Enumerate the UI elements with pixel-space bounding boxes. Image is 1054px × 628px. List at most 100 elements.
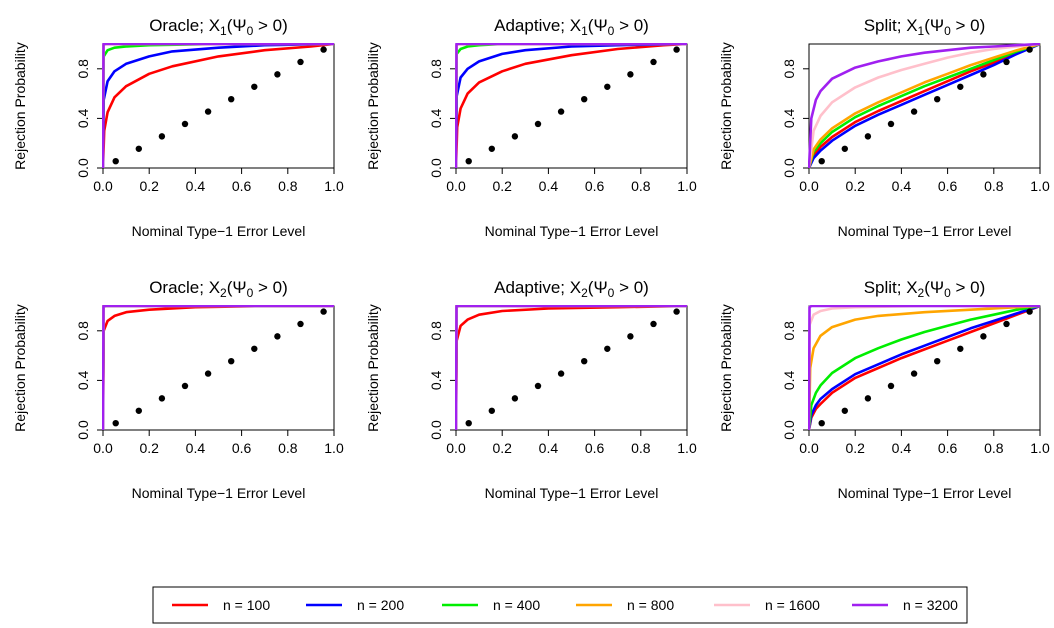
- series-line-100: [455, 43, 688, 169]
- y-tick-label: 0.0: [75, 420, 91, 440]
- x-tick-label: 0.8: [631, 440, 651, 456]
- series-line-1600: [808, 43, 1041, 169]
- y-tick-label: 0.4: [781, 370, 797, 390]
- panel-title: Oracle; X2(Ψ0 > 0): [149, 278, 288, 300]
- reference-point: [818, 419, 825, 427]
- y-tick-label: 0.0: [781, 420, 797, 440]
- x-tick-label: 0.6: [938, 178, 958, 194]
- reference-point: [297, 320, 304, 328]
- y-tick-label: 0.0: [75, 158, 91, 178]
- panel-title: Adaptive; X2(Ψ0 > 0): [494, 278, 649, 300]
- y-tick-label: 0.8: [75, 59, 91, 79]
- reference-point: [488, 145, 496, 152]
- reference-point: [887, 382, 895, 390]
- reference-point: [297, 58, 304, 66]
- reference-point: [228, 95, 235, 103]
- reference-point: [204, 108, 212, 115]
- legend-label: n = 3200: [903, 597, 958, 613]
- title-rest: > 0): [951, 16, 986, 35]
- title-prefix: Oracle; X: [149, 16, 220, 35]
- plot-frame: [808, 43, 1041, 169]
- x-axis-label: Nominal Type−1 Error Level: [132, 223, 306, 239]
- reference-point: [465, 157, 472, 165]
- x-tick-label: 0.6: [585, 178, 605, 194]
- x-tick-label: 1.0: [677, 440, 697, 456]
- series-line-400: [808, 43, 1041, 169]
- panel-2: Adaptive; X1(Ψ0 > 0) 0.0 0.2 0.4 0.6 0.8 1.0 0.…: [365, 16, 697, 239]
- series-line-800: [808, 43, 1041, 169]
- title-prefix: Adaptive; X: [494, 16, 581, 35]
- series-line-3200: [102, 43, 334, 169]
- y-tick-label: 0.0: [781, 158, 797, 178]
- reference-point: [251, 83, 258, 90]
- legend-label: n = 100: [223, 597, 270, 613]
- reference-point: [1026, 46, 1033, 53]
- reference-point: [181, 382, 189, 390]
- x-tick-label: 0.6: [232, 178, 252, 194]
- y-axis-label: Rejection Probability: [365, 42, 381, 170]
- title-subscript-2: 0: [944, 24, 951, 38]
- x-tick-label: 0.0: [799, 178, 819, 194]
- series-line-3200: [455, 305, 687, 431]
- series-line-400: [808, 305, 1041, 431]
- title-suffix: (Ψ: [924, 16, 944, 35]
- x-tick-label: 0.2: [139, 178, 159, 194]
- y-axis-label: Rejection Probability: [12, 304, 28, 432]
- reference-point: [910, 108, 918, 115]
- reference-point: [320, 46, 327, 53]
- x-tick-label: 0.4: [539, 178, 559, 194]
- x-tick-label: 0.8: [984, 440, 1004, 456]
- reference-point: [650, 58, 657, 66]
- title-prefix: Split; X: [864, 16, 918, 35]
- reference-point: [627, 333, 634, 340]
- x-tick-label: 0.2: [845, 440, 865, 456]
- x-tick-label: 0.6: [938, 440, 958, 456]
- title-prefix: Split; X: [864, 278, 918, 297]
- reference-point: [1003, 320, 1010, 328]
- series-line-100: [808, 305, 1041, 431]
- y-axis-label: Rejection Probability: [365, 304, 381, 432]
- reference-point: [957, 345, 964, 352]
- title-subscript: 2: [220, 286, 227, 300]
- y-tick-label: 0.8: [428, 321, 444, 341]
- title-subscript-2: 0: [247, 286, 254, 300]
- reference-point: [934, 95, 941, 103]
- x-tick-label: 0.6: [585, 440, 605, 456]
- series-line-100: [455, 305, 688, 431]
- x-axis-label: Nominal Type−1 Error Level: [838, 485, 1012, 501]
- title-subscript-2: 0: [944, 286, 951, 300]
- x-tick-label: 0.8: [984, 178, 1004, 194]
- reference-point: [511, 133, 519, 140]
- title-suffix: (Ψ: [227, 278, 247, 297]
- legend-label: n = 200: [357, 597, 404, 613]
- x-tick-label: 0.8: [278, 440, 298, 456]
- y-axis-label: Rejection Probability: [718, 42, 734, 170]
- series-line-200: [808, 43, 1041, 169]
- x-tick-label: 0.4: [892, 440, 912, 456]
- panel-3: Split; X1(Ψ0 > 0) 0.0 0.2 0.4 0.6 0.8 1.0 0.0 0.…: [718, 16, 1050, 239]
- panel-title: Split; X2(Ψ0 > 0): [864, 278, 986, 300]
- x-axis-label: Nominal Type−1 Error Level: [485, 223, 659, 239]
- reference-point: [864, 133, 872, 140]
- x-tick-label: 0.4: [186, 178, 206, 194]
- panel-4: Oracle; X2(Ψ0 > 0) 0.0 0.2 0.4 0.6 0.8 1.0 0.0 0…: [12, 278, 344, 501]
- reference-point: [251, 345, 258, 352]
- x-tick-label: 1.0: [324, 178, 344, 194]
- panel-title: Oracle; X1(Ψ0 > 0): [149, 16, 288, 38]
- reference-point: [534, 120, 542, 128]
- reference-point: [135, 407, 143, 414]
- title-prefix: Oracle; X: [149, 278, 220, 297]
- x-tick-label: 0.4: [186, 440, 206, 456]
- reference-point: [980, 333, 987, 340]
- reference-point: [158, 133, 166, 140]
- title-subscript: 1: [581, 24, 588, 38]
- title-subscript-2: 0: [608, 286, 615, 300]
- y-tick-label: 0.4: [75, 108, 91, 128]
- reference-point: [274, 333, 281, 340]
- title-subscript: 1: [918, 24, 925, 38]
- x-tick-label: 0.0: [446, 440, 466, 456]
- series-line-200: [455, 43, 688, 169]
- series-line-800: [808, 305, 1041, 431]
- x-tick-label: 1.0: [1030, 178, 1050, 194]
